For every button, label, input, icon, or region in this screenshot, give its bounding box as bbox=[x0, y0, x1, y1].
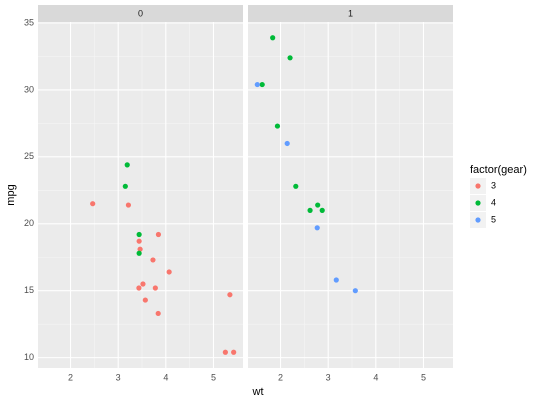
point bbox=[136, 238, 142, 244]
legend-label: 5 bbox=[491, 214, 496, 224]
point bbox=[231, 349, 237, 355]
strip bbox=[248, 5, 453, 22]
x-tick-label: 4 bbox=[373, 372, 378, 382]
legend-title: factor(gear) bbox=[470, 164, 527, 176]
point bbox=[136, 231, 142, 238]
point bbox=[125, 202, 132, 208]
y-tick-label: 10 bbox=[24, 352, 34, 362]
point bbox=[254, 81, 260, 88]
y-tick-label: 35 bbox=[24, 17, 34, 27]
legend-label: 4 bbox=[491, 197, 496, 207]
panel bbox=[248, 22, 453, 368]
point bbox=[227, 292, 233, 298]
point bbox=[287, 55, 293, 61]
x-tick-label: 4 bbox=[163, 372, 168, 382]
strip-label: 0 bbox=[138, 8, 143, 18]
x-tick-label: 3 bbox=[116, 372, 121, 382]
point bbox=[140, 281, 146, 287]
point bbox=[314, 225, 320, 231]
point bbox=[259, 81, 265, 88]
point bbox=[319, 207, 325, 213]
y-tick-label: 25 bbox=[24, 151, 34, 161]
point bbox=[222, 349, 228, 355]
x-tick-label: 2 bbox=[68, 372, 73, 382]
point bbox=[150, 257, 156, 263]
point bbox=[307, 207, 313, 213]
point bbox=[124, 162, 130, 168]
x-tick-label: 5 bbox=[211, 372, 216, 382]
point bbox=[155, 231, 162, 238]
point bbox=[284, 140, 290, 147]
y-tick-label: 15 bbox=[24, 285, 34, 295]
point bbox=[315, 202, 321, 208]
point bbox=[152, 285, 158, 291]
legend-marker bbox=[475, 183, 481, 189]
panel bbox=[38, 22, 243, 368]
point bbox=[274, 123, 281, 129]
strip bbox=[38, 5, 243, 22]
y-tick-label: 30 bbox=[24, 84, 34, 94]
point bbox=[333, 277, 339, 283]
x-tick-label: 2 bbox=[278, 372, 283, 382]
strip-label: 1 bbox=[348, 8, 353, 18]
legend-label: 3 bbox=[491, 180, 496, 190]
point bbox=[352, 288, 358, 294]
point bbox=[122, 183, 128, 189]
legend-marker bbox=[475, 217, 481, 223]
x-tick-label: 3 bbox=[326, 372, 331, 382]
point bbox=[155, 310, 161, 317]
point bbox=[293, 183, 299, 189]
y-tick-label: 20 bbox=[24, 218, 34, 228]
y-axis-label: mpg bbox=[5, 184, 17, 205]
point bbox=[136, 250, 142, 256]
point bbox=[166, 269, 172, 275]
x-axis-label: wt bbox=[252, 386, 264, 398]
legend-marker bbox=[475, 200, 481, 206]
point bbox=[137, 246, 143, 252]
point bbox=[136, 285, 142, 291]
point bbox=[270, 35, 276, 41]
x-tick-label: 5 bbox=[421, 372, 426, 382]
point bbox=[90, 201, 96, 207]
point bbox=[142, 297, 148, 303]
